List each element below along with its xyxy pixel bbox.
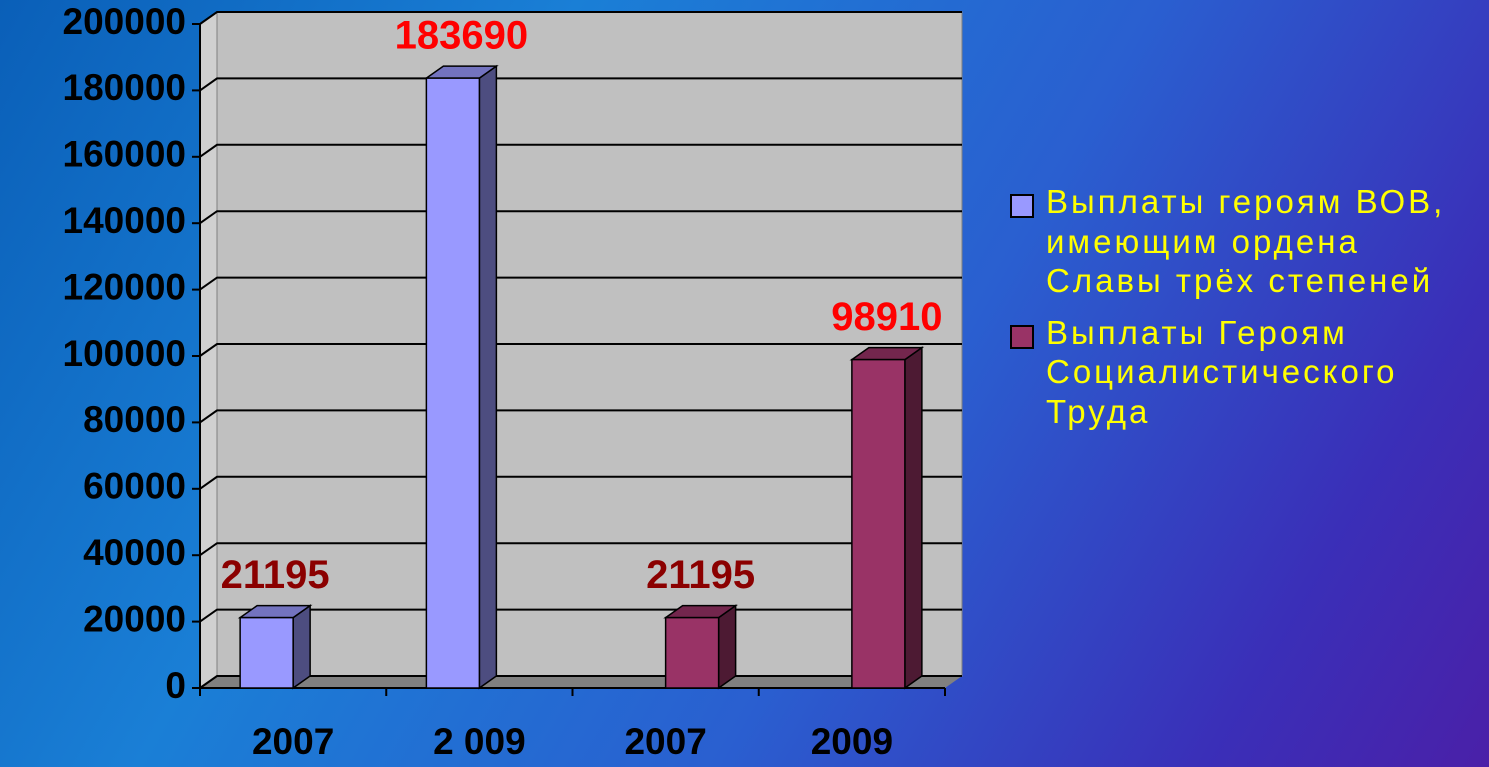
y-tick-label: 60000	[83, 466, 186, 507]
x-tick-label: 2007	[624, 721, 706, 762]
bar	[239, 616, 294, 689]
data-label: 21195	[646, 553, 755, 597]
x-tick-label: 2009	[811, 721, 893, 762]
grid-line	[199, 11, 962, 25]
floor	[200, 676, 962, 688]
y-tick-label: 160000	[63, 134, 186, 175]
legend-label: Выплаты героям ВОВ, имеющим ордена Славы…	[1046, 183, 1446, 300]
grid-line	[199, 143, 962, 158]
grid-line	[199, 475, 962, 490]
y-tick-label: 40000	[83, 532, 186, 573]
x-tick-label: 2007	[252, 721, 334, 762]
y-tick-label: 180000	[63, 67, 186, 108]
bar-side	[478, 64, 498, 690]
x-tick-label: 2 009	[433, 721, 526, 762]
bar-side	[292, 604, 311, 690]
y-tick-label: 0	[165, 665, 186, 706]
data-label: 98910	[831, 295, 942, 339]
grid-line	[199, 276, 962, 291]
bar	[425, 77, 481, 689]
bar-side	[904, 346, 923, 690]
grid-line	[199, 542, 962, 557]
y-tick-label: 20000	[83, 598, 186, 639]
bar	[851, 358, 906, 689]
data-label: 183690	[395, 14, 528, 58]
legend-swatch	[1010, 194, 1034, 218]
y-tick-label: 200000	[63, 1, 186, 42]
y-tick-label: 80000	[83, 399, 186, 440]
grid-line	[199, 343, 962, 357]
legend-item: Выплаты Героям Социалистического Труда	[1010, 313, 1485, 432]
y-tick-label: 140000	[63, 200, 186, 241]
legend-item: Выплаты героям ВОВ, имеющим ордена Славы…	[1010, 182, 1485, 301]
data-label: 21195	[221, 553, 330, 597]
bar-side	[717, 604, 737, 690]
grid-line	[199, 77, 962, 92]
legend-label: Выплаты Героям Социалистического Труда	[1046, 313, 1398, 430]
grid-line	[199, 210, 962, 225]
legend: Выплаты героям ВОВ, имеющим ордена Славы…	[1010, 182, 1485, 444]
grid-line	[199, 409, 962, 424]
legend-swatch	[1010, 324, 1034, 349]
y-tick-label: 100000	[63, 333, 186, 374]
bar	[664, 616, 720, 689]
y-tick-label: 120000	[63, 266, 186, 307]
